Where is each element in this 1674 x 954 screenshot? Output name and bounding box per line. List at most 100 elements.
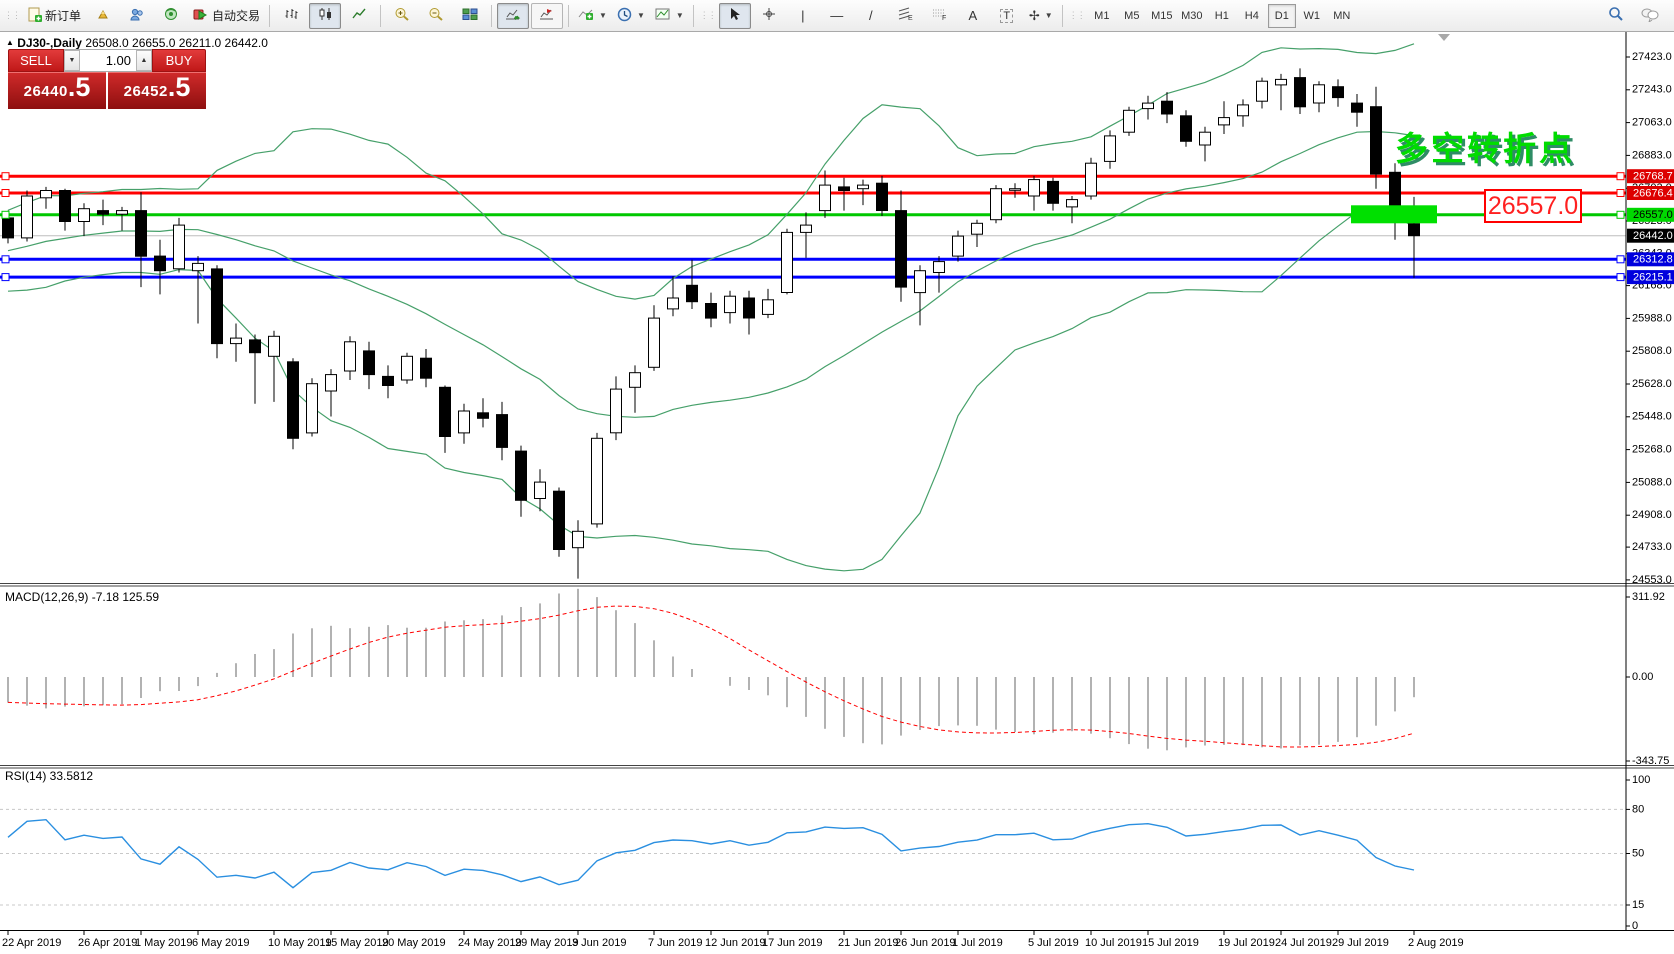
candle-body[interactable] [1408, 223, 1420, 237]
candle-body[interactable] [724, 295, 736, 314]
candle-body[interactable] [515, 450, 527, 501]
candle-body[interactable] [933, 261, 945, 274]
candle-body[interactable] [743, 297, 755, 319]
candle-body[interactable] [496, 414, 508, 448]
candle-body[interactable] [135, 210, 147, 257]
candle-body[interactable] [458, 410, 470, 434]
line-handle-3[interactable] [1, 255, 10, 264]
timeframe-m30[interactable]: M30 [1181, 9, 1203, 22]
sell-button[interactable]: SELL [8, 49, 64, 72]
candle-body[interactable] [420, 357, 432, 379]
community-button[interactable] [121, 3, 153, 29]
line-chart-button[interactable] [343, 3, 375, 29]
candle-body[interactable] [382, 375, 394, 386]
volume-decrease-button[interactable]: ▼ [64, 50, 80, 71]
line-handle-0[interactable] [1616, 172, 1625, 181]
auto-trading-button[interactable]: 自动交易 [189, 3, 264, 29]
line-handle-4[interactable] [1, 273, 10, 282]
candle-body[interactable] [439, 386, 451, 437]
timeframe-h4[interactable]: H4 [1244, 9, 1259, 22]
line-handle-2[interactable] [1, 210, 10, 219]
candle-body[interactable] [1351, 102, 1363, 113]
candle-body[interactable] [648, 317, 660, 368]
candle-body[interactable] [838, 186, 850, 191]
candle-body[interactable] [78, 208, 90, 222]
buy-button[interactable]: BUY [152, 49, 206, 72]
chat-button[interactable] [1634, 3, 1666, 29]
candle-body[interactable] [971, 222, 983, 235]
candle-body[interactable] [21, 195, 33, 239]
timeframe-m15[interactable]: M15 [1151, 9, 1173, 22]
candle-body[interactable] [1294, 77, 1306, 108]
candle-body[interactable] [1237, 104, 1249, 117]
candle-body[interactable] [1161, 100, 1173, 115]
candle-body[interactable] [629, 372, 641, 388]
line-handle-3[interactable] [1616, 255, 1625, 264]
candle-body[interactable] [990, 188, 1002, 221]
candle-body[interactable] [1123, 109, 1135, 133]
channel-grid-button[interactable]: F [923, 3, 955, 29]
volume-increase-button[interactable]: ▲ [136, 50, 152, 71]
candle-body[interactable] [154, 255, 166, 272]
candle-body[interactable] [762, 299, 774, 315]
candle-body[interactable] [914, 270, 926, 294]
candle-body[interactable] [401, 355, 413, 381]
timeframe-h1[interactable]: H1 [1214, 9, 1229, 22]
candlestick-chart-button[interactable] [309, 2, 342, 29]
line-handle-1[interactable] [1, 189, 10, 197]
candle-body[interactable] [268, 335, 280, 357]
candle-body[interactable] [686, 284, 698, 303]
timeframe-w1[interactable]: W1 [1303, 9, 1321, 22]
candle-body[interactable] [477, 412, 489, 419]
text-label-button[interactable]: T [991, 3, 1023, 29]
arrows-button[interactable]: ✢ ▼ [1025, 3, 1057, 29]
highlight-rectangle[interactable] [1351, 205, 1437, 224]
candle-body[interactable] [1313, 84, 1325, 104]
cursor-button[interactable] [718, 2, 751, 29]
candle-body[interactable] [1332, 86, 1344, 99]
price-annotation-box[interactable]: 26557.0 [1484, 189, 1582, 223]
candle-body[interactable] [534, 481, 546, 500]
trendline-button[interactable]: / [855, 3, 887, 29]
buy-price-display[interactable]: 26452 .5 [108, 72, 206, 109]
candle-body[interactable] [572, 530, 584, 549]
candle-body[interactable] [325, 374, 337, 392]
candle-body[interactable] [306, 383, 318, 434]
fibonacci-button[interactable]: E [889, 3, 921, 29]
candle-body[interactable] [1275, 78, 1287, 86]
candle-body[interactable] [363, 350, 375, 376]
zoom-out-button[interactable] [420, 3, 452, 29]
tile-windows-button[interactable] [454, 3, 486, 29]
indicators-button[interactable]: ▼ [574, 3, 611, 29]
bar-chart-button[interactable] [275, 3, 307, 29]
timeframe-d1[interactable]: D1 [1267, 3, 1296, 28]
candle-body[interactable] [230, 337, 242, 345]
candle-body[interactable] [781, 231, 793, 293]
candle-body[interactable] [116, 210, 128, 215]
candle-body[interactable] [553, 490, 565, 551]
candle-body[interactable] [819, 184, 831, 212]
candle-body[interactable] [211, 268, 223, 345]
candle-body[interactable] [1180, 115, 1192, 142]
candle-body[interactable] [800, 224, 812, 233]
zoom-in-button[interactable] [386, 3, 418, 29]
candle-body[interactable] [249, 339, 261, 354]
candle-body[interactable] [1066, 199, 1078, 208]
periods-button[interactable]: ▼ [613, 3, 649, 29]
candle-body[interactable] [1085, 162, 1097, 197]
new-order-button[interactable]: 新订单 [23, 3, 85, 29]
candle-body[interactable] [1218, 117, 1230, 126]
pivot-annotation-text[interactable]: 多空转折点 [1395, 130, 1575, 167]
chart-shift-button[interactable] [531, 2, 564, 29]
crosshair-button[interactable] [753, 3, 785, 29]
candle-body[interactable] [876, 182, 888, 211]
candle-body[interactable] [97, 210, 109, 215]
timeframe-m1[interactable]: M1 [1094, 9, 1110, 22]
candle-body[interactable] [895, 210, 907, 288]
line-handle-0[interactable] [1, 172, 10, 181]
collapse-arrow-icon[interactable]: ▲ [6, 38, 14, 47]
volume-input[interactable]: 1.00 [105, 53, 131, 68]
chart-shift-marker-icon[interactable] [1438, 34, 1450, 41]
line-handle-1[interactable] [1616, 189, 1625, 197]
